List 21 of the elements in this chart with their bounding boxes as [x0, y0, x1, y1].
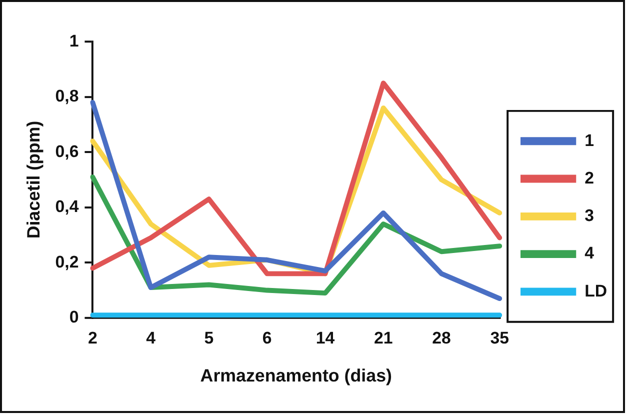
x-tick-label: 6 — [262, 328, 272, 348]
legend-label: 2 — [584, 168, 594, 188]
x-tick-label: 2 — [88, 328, 98, 348]
y-tick-label: 0,6 — [55, 142, 79, 161]
y-axis-title: Diacetil (ppm) — [24, 120, 44, 239]
y-tick-label: 0 — [69, 308, 79, 327]
legend-label: 4 — [584, 244, 595, 263]
y-tick-label: 0,4 — [55, 197, 80, 216]
legend-label: 3 — [584, 206, 594, 226]
x-tick-label: 14 — [316, 328, 336, 348]
y-tick-label: 0,2 — [55, 252, 79, 272]
x-tick-label: 28 — [432, 328, 451, 348]
x-tick-label: 4 — [146, 328, 156, 348]
legend-label: 1 — [584, 130, 594, 150]
y-tick-label: 1 — [69, 31, 79, 50]
x-tick-label: 35 — [490, 328, 510, 348]
y-tick-label: 0,8 — [55, 86, 79, 106]
x-axis-title: Armazenamento (dias) — [200, 365, 392, 386]
x-tick-label: 5 — [204, 328, 214, 348]
legend-label: LD — [584, 281, 608, 300]
x-tick-label: 21 — [374, 328, 393, 348]
